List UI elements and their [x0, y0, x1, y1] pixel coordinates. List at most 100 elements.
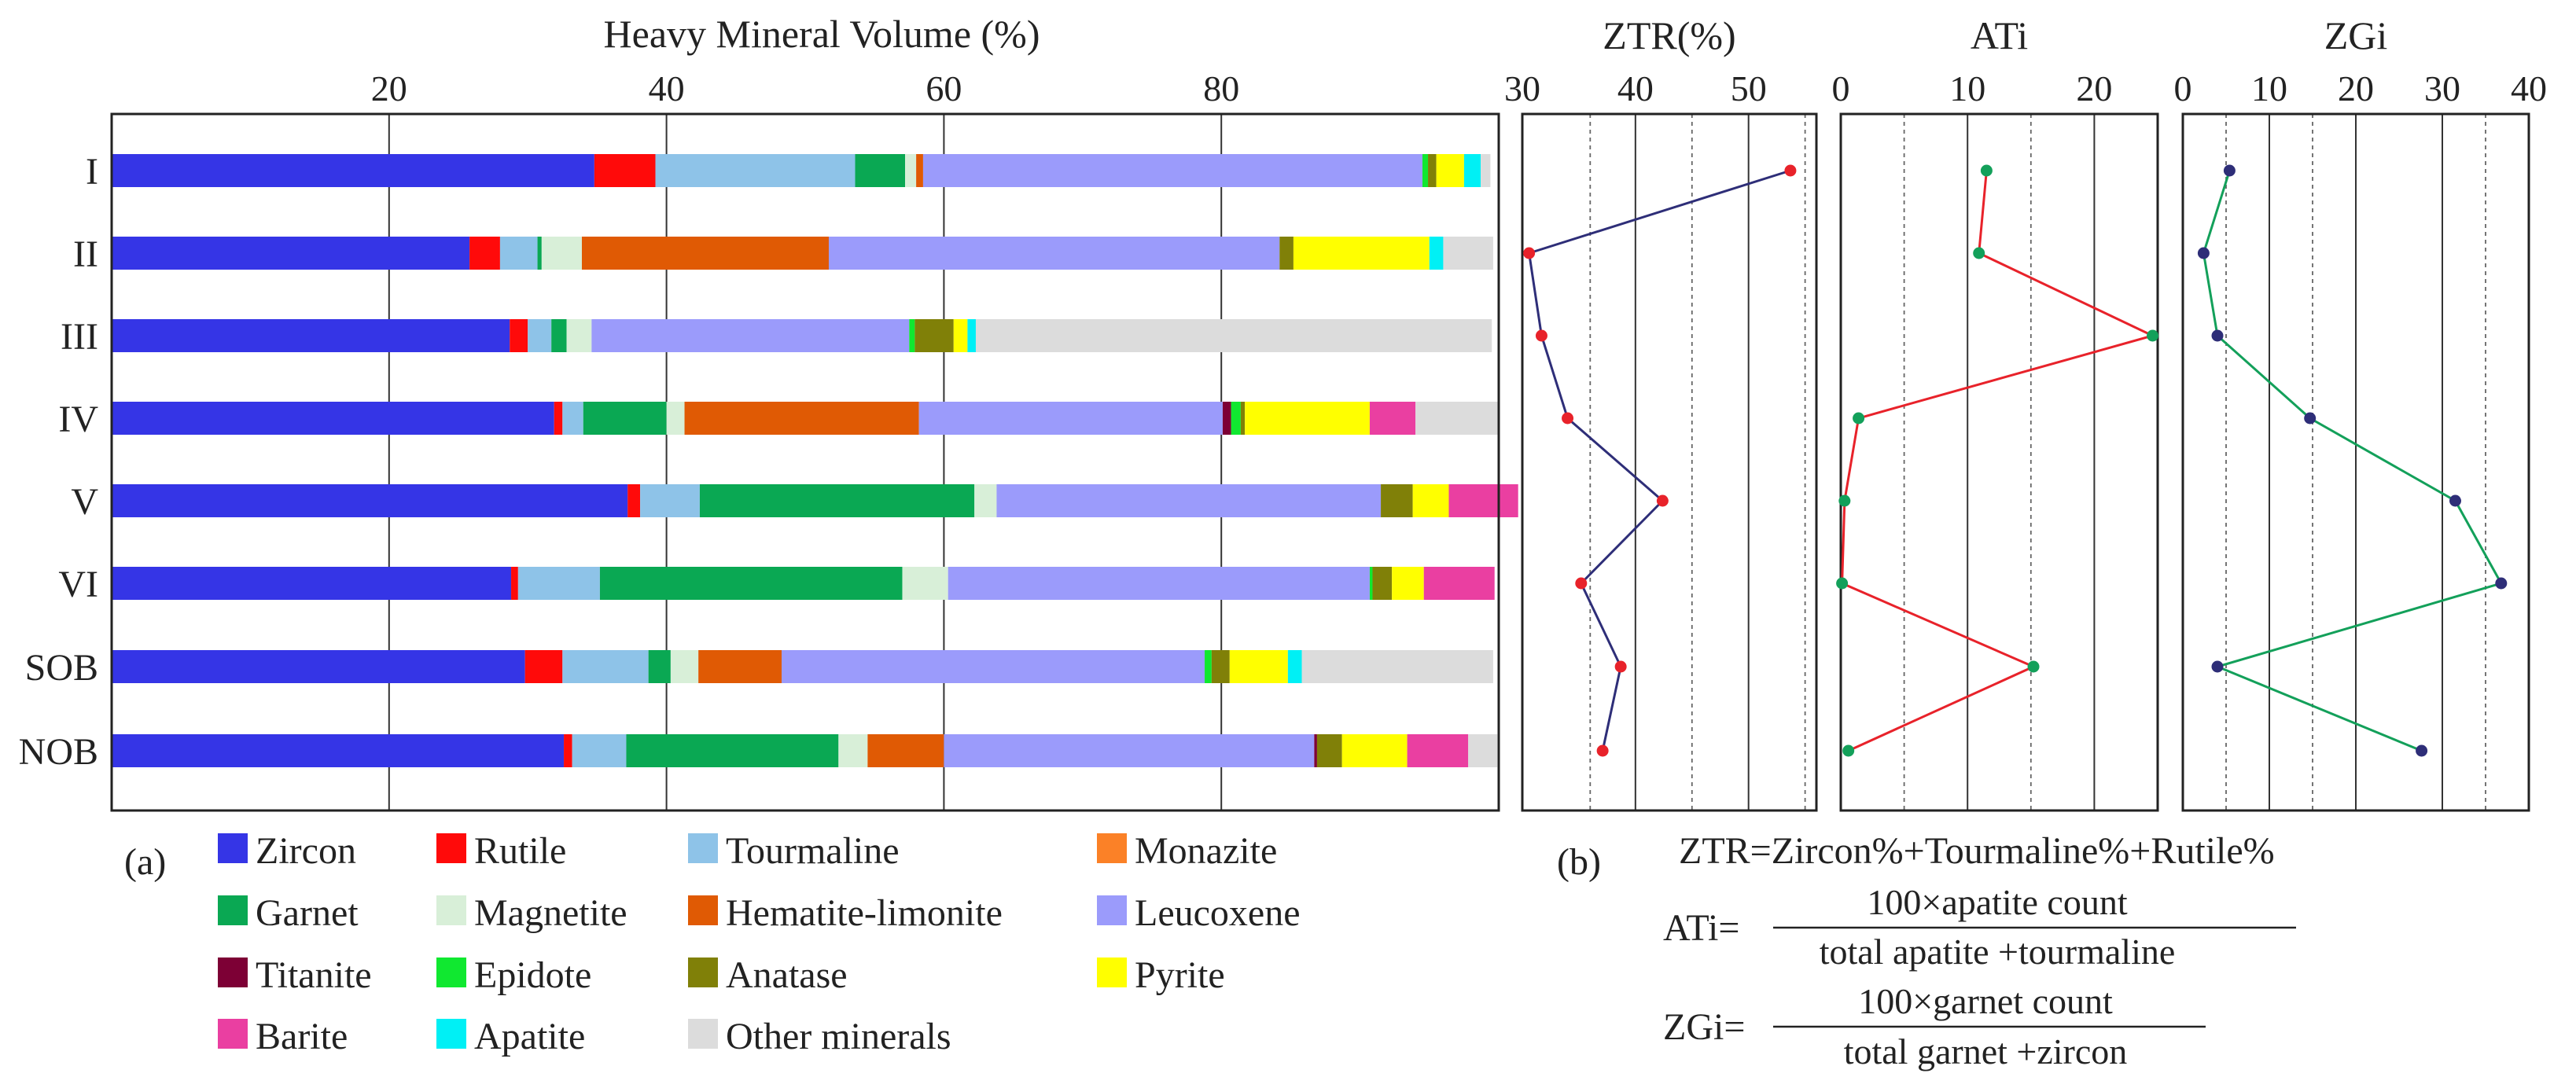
bar-segment-iv-garnet	[583, 402, 667, 435]
zgi-panel: ZGi 0 10 20 30 40	[2174, 13, 2547, 812]
bar-segment-vi-anatase	[1372, 567, 1393, 600]
ztr-formula: ZTR=Zircon%+Tourmaline%+Rutile%	[1679, 830, 2275, 872]
legend-label-zircon: Zircon	[256, 830, 356, 872]
legend-swatch-garnet	[218, 895, 248, 925]
bar-segment-v-zircon	[112, 484, 628, 517]
ati-point-vi	[1836, 577, 1849, 590]
bar-segment-i-leucoxene	[922, 154, 1422, 187]
legend-swatch-epidote	[436, 958, 466, 987]
bar-segment-iii-epidote	[909, 319, 915, 352]
bar-segment-v-leucoxene	[996, 484, 1382, 517]
legend-swatch-zircon	[218, 833, 248, 863]
x-tick-top-40: 40	[649, 68, 685, 108]
bar-segment-v-pyrite	[1412, 484, 1449, 517]
legend-swatch-tourmaline	[688, 833, 718, 863]
bar-segment-iii-tourmaline	[528, 319, 552, 352]
zgi-point-vi	[2495, 577, 2508, 590]
legend-swatch-magnetite	[436, 895, 466, 925]
bar-segment-sob-rutile	[524, 650, 563, 683]
zgi-point-sob	[2211, 660, 2224, 673]
bar-segment-iv-epidote	[1231, 402, 1241, 435]
zgi-formula-numerator: 100×garnet count	[1858, 981, 2113, 1021]
ztr-point-nob	[1596, 744, 1609, 757]
bar-segment-iv-pyrite	[1245, 402, 1370, 435]
legend-swatch-apatite	[436, 1019, 466, 1049]
ati-panel: ATi 0 10 20	[1832, 13, 2159, 812]
ati-title: ATi	[1971, 13, 2028, 57]
bar-segment-ii-garnet	[537, 237, 542, 270]
zgi-point-v	[2449, 494, 2461, 507]
legend-label-other-minerals: Other minerals	[726, 1016, 951, 1057]
bar-segment-vi-rutile	[511, 567, 518, 600]
bar-segment-nob-other-minerals	[1468, 734, 1498, 767]
legend-swatch-pyrite	[1097, 958, 1127, 987]
ati-formula-lhs: ATi=	[1663, 907, 1739, 949]
bar-segment-v-rutile	[627, 484, 641, 517]
bar-segment-i-zircon	[112, 154, 594, 187]
bar-segment-v-tourmaline	[640, 484, 700, 517]
bar-segment-ii-pyrite	[1293, 237, 1430, 270]
bar-segment-ii-leucoxene	[828, 237, 1280, 270]
ztr-line	[1527, 169, 1791, 752]
bar-segment-ii-other-minerals	[1443, 237, 1493, 270]
bar-segment-iii-other-minerals	[975, 319, 1492, 352]
bar-chart-title: Heavy Mineral Volume (%)	[604, 12, 1040, 56]
legend-label-anatase: Anatase	[726, 954, 848, 996]
legend-swatch-titanite	[218, 958, 248, 987]
panel-label-a: (a)	[124, 841, 166, 883]
bar-chart-bars	[112, 154, 1518, 767]
zgi-frame	[2181, 112, 2530, 812]
bar-segment-sob-tourmaline	[562, 650, 649, 683]
zgi-point-iv	[2304, 412, 2317, 425]
ztr-point-ii	[1523, 247, 1536, 259]
bar-segment-iii-zircon	[112, 319, 510, 352]
row-label-nob: NOB	[19, 731, 98, 773]
ztr-point-vi	[1575, 577, 1588, 590]
bar-segment-nob-tourmaline	[572, 734, 627, 767]
legend-label-hematite-limonite: Hematite-limonite	[726, 892, 1003, 934]
zgi-point-i	[2223, 164, 2236, 177]
index-formulas: (b) ZTR=Zircon%+Tourmaline%+Rutile% ATi=…	[1557, 830, 2296, 1071]
bar-segment-vi-garnet	[599, 567, 903, 600]
stacked-bar-panel: Heavy Mineral Volume (%) 20 40 60 80 IIIIII…	[19, 12, 1518, 812]
bar-segment-iii-anatase	[914, 319, 954, 352]
legend-label-pyrite: Pyrite	[1135, 954, 1225, 996]
bar-segment-sob-anatase	[1211, 650, 1230, 683]
zgi-point-ii	[2197, 247, 2210, 259]
bar-segment-sob-other-minerals	[1301, 650, 1493, 683]
ati-line	[1841, 170, 2156, 752]
bar-chart-frame	[110, 112, 1500, 812]
legend-swatch-other-minerals	[688, 1019, 718, 1049]
zgi-tick-0: 0	[2174, 68, 2192, 108]
bar-segment-vi-magnetite	[902, 567, 948, 600]
bar-segment-nob-zircon	[112, 734, 565, 767]
zgi-tick-20: 20	[2338, 68, 2374, 108]
bar-segment-i-hematite-limonite	[916, 154, 923, 187]
bar-segment-nob-magnetite	[838, 734, 868, 767]
ztr-title: ZTR(%)	[1603, 13, 1735, 57]
bar-segment-vi-epidote	[1369, 567, 1373, 600]
bar-segment-sob-apatite	[1287, 650, 1302, 683]
ati-point-iv	[1853, 412, 1865, 425]
legend-label-epidote: Epidote	[474, 954, 591, 996]
ati-tick-0: 0	[1832, 68, 1850, 108]
bar-segment-sob-magnetite	[670, 650, 699, 683]
bar-segment-iii-garnet	[551, 319, 567, 352]
bar-segment-iii-leucoxene	[591, 319, 910, 352]
bar-segment-i-tourmaline	[655, 154, 856, 187]
bar-segment-ii-tourmaline	[499, 237, 538, 270]
bar-segment-vi-zircon	[112, 567, 512, 600]
ati-point-i	[1980, 164, 1993, 177]
row-label-iv: IV	[58, 399, 98, 440]
bar-segment-ii-hematite-limonite	[581, 237, 829, 270]
ati-point-v	[1838, 494, 1851, 507]
row-label-iii: III	[61, 316, 98, 358]
ztr-tick-50: 50	[1731, 68, 1767, 108]
bar-segment-v-anatase	[1381, 484, 1413, 517]
bar-segment-iii-rutile	[510, 319, 528, 352]
ati-point-nob	[1842, 744, 1855, 757]
ztr-point-sob	[1614, 660, 1627, 673]
bar-segment-sob-garnet	[648, 650, 671, 683]
bar-segment-vi-pyrite	[1392, 567, 1424, 600]
bar-segment-iv-other-minerals	[1415, 402, 1499, 435]
